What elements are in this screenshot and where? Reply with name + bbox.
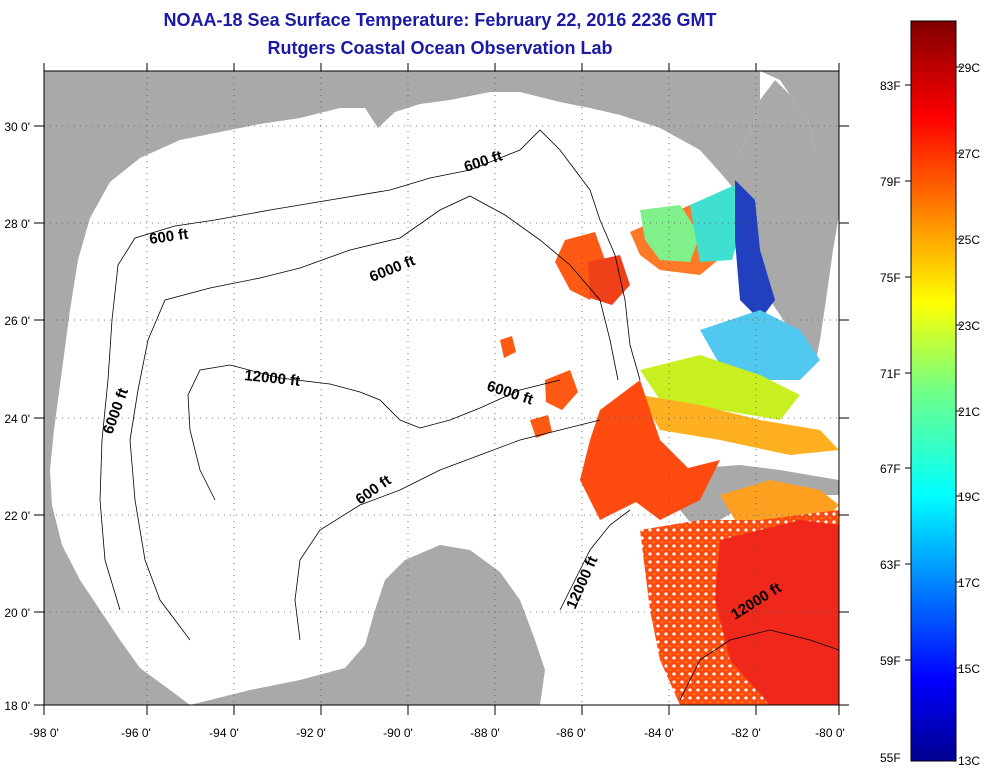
bathymetry-contours	[99, 129, 839, 701]
contour-600ft	[99, 129, 641, 611]
colorbar-label-15c: 15C	[958, 662, 980, 676]
colorbar-label-75f: 75F	[880, 271, 901, 285]
lon-label-94w: -94 0'	[209, 726, 239, 740]
land-florida	[700, 80, 839, 365]
colorbar-label-27c: 27C	[958, 147, 980, 161]
colorbar-label-19c: 19C	[958, 490, 980, 504]
lon-label-82w: -82 0'	[731, 726, 761, 740]
colorbar-label-71f: 71F	[880, 367, 901, 381]
map-area: 600 ft 600 ft 600 ft 6000 ft 6000 ft 600…	[44, 71, 839, 705]
graticule	[44, 71, 839, 705]
contour-label-12000ft-central: 12000 ft	[244, 367, 301, 390]
lon-tick-marks	[43, 63, 840, 715]
colorbar-ticks	[905, 66, 962, 669]
lat-label-18n: 18 0'	[4, 699, 30, 713]
colorbar-label-25c: 25C	[958, 233, 980, 247]
lat-label-30n: 30 0'	[4, 120, 30, 134]
colorbar	[910, 20, 957, 762]
sst-data-swath	[500, 180, 839, 705]
colorbar-label-83f: 83F	[880, 79, 901, 93]
map-subtitle: Rutgers Coastal Ocean Observation Lab	[267, 38, 613, 58]
lon-label-80w: -80 0'	[815, 726, 845, 740]
land-us-mexico	[44, 71, 839, 705]
colorbar-label-23c: 23C	[958, 319, 980, 333]
lat-label-24n: 24 0'	[4, 412, 30, 426]
colorbar-label-63f: 63F	[880, 558, 901, 572]
lon-label-92w: -92 0'	[296, 726, 326, 740]
colorbar-label-55f: 55F	[880, 751, 901, 765]
lon-label-90w: -90 0'	[383, 726, 413, 740]
colorbar-label-59f: 59F	[880, 654, 901, 668]
lat-tick-marks	[34, 125, 849, 706]
lon-label-88w: -88 0'	[470, 726, 500, 740]
contour-600ft-east	[294, 419, 601, 641]
contour-6000ft-carib	[679, 629, 839, 701]
lon-label-86w: -86 0'	[556, 726, 586, 740]
lat-label-22n: 22 0'	[4, 509, 30, 523]
contour-12000ft-east	[559, 509, 631, 611]
colorbar-label-17c: 17C	[958, 576, 980, 590]
colorbar-label-13c: 13C	[958, 754, 980, 768]
contour-label-600ft-west: 600 ft	[148, 226, 189, 248]
contour-6000ft	[129, 195, 619, 641]
lon-label-98w: -98 0'	[29, 726, 59, 740]
colorbar-label-29c: 29C	[958, 61, 980, 75]
colorbar-label-79f: 79F	[880, 175, 901, 189]
colorbar-label-67f: 67F	[880, 462, 901, 476]
land-yucatan	[190, 545, 545, 705]
lat-label-28n: 28 0'	[4, 217, 30, 231]
contour-12000ft	[187, 364, 561, 501]
map-frame	[43, 70, 840, 706]
lat-label-26n: 26 0'	[4, 314, 30, 328]
colorbar-label-21c: 21C	[958, 405, 980, 419]
lon-label-96w: -96 0'	[121, 726, 151, 740]
map-title: NOAA-18 Sea Surface Temperature: Februar…	[163, 10, 717, 30]
lon-label-84w: -84 0'	[644, 726, 674, 740]
lat-label-20n: 20 0'	[4, 606, 30, 620]
